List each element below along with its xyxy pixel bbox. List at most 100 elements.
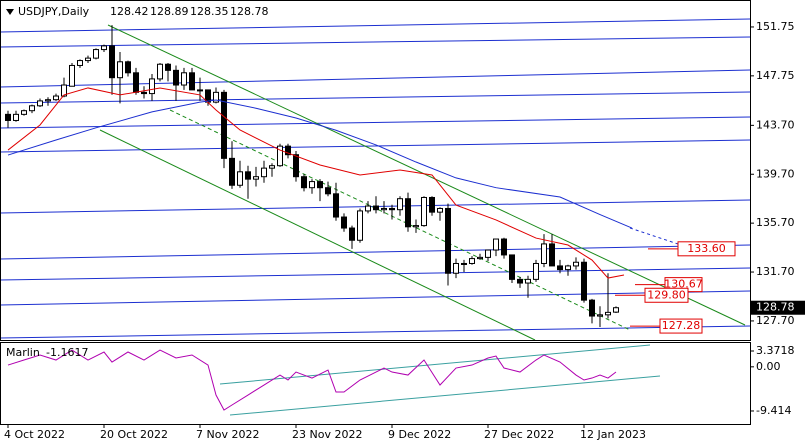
candle-body bbox=[525, 278, 531, 284]
level-label: 130.67 bbox=[664, 278, 703, 291]
candle-body bbox=[509, 254, 515, 280]
candle-body bbox=[413, 225, 419, 228]
candle-body bbox=[333, 193, 339, 218]
candle-body bbox=[613, 307, 619, 313]
oscillator-line bbox=[7, 349, 617, 411]
candle-body bbox=[261, 167, 267, 178]
x-tick-label: 23 Nov 2022 bbox=[292, 428, 362, 441]
y-tick-label: 147.75 bbox=[756, 69, 795, 82]
candle-body bbox=[565, 265, 571, 271]
level-label-box bbox=[644, 287, 689, 303]
chart-title: USDJPY,Daily bbox=[18, 5, 90, 18]
y-tick-label: 3.3718 bbox=[756, 344, 795, 357]
candle-body bbox=[317, 181, 323, 189]
candle-body bbox=[557, 265, 563, 271]
candle-body bbox=[269, 165, 275, 169]
candle-body bbox=[309, 181, 315, 189]
ohlc-open: 128.42 bbox=[110, 5, 149, 18]
candle-body bbox=[501, 238, 507, 256]
candle-body bbox=[293, 154, 299, 178]
candle-body bbox=[197, 89, 203, 92]
ma-projection bbox=[629, 227, 691, 249]
x-tick-label: 4 Oct 2022 bbox=[4, 428, 65, 441]
candle-body bbox=[21, 110, 27, 115]
candle-body bbox=[581, 261, 587, 301]
level-label-box bbox=[677, 241, 736, 257]
y-tick-label: 151.75 bbox=[756, 20, 795, 33]
level-label: 129.80 bbox=[647, 288, 686, 301]
candle-body bbox=[485, 249, 491, 258]
indicator-name: Marlin bbox=[6, 346, 40, 359]
candle-body bbox=[5, 113, 11, 121]
candle-body bbox=[93, 49, 99, 59]
moving-average bbox=[7, 99, 633, 229]
y-tick-label: 139.70 bbox=[756, 167, 795, 180]
candle-body bbox=[125, 61, 131, 74]
indicator-value: -1.1617 bbox=[46, 346, 88, 359]
candle-body bbox=[77, 60, 83, 66]
y-tick-label: 143.70 bbox=[756, 118, 795, 131]
candle-body bbox=[365, 205, 371, 212]
candle-body bbox=[237, 171, 243, 186]
candle-body bbox=[213, 91, 219, 103]
channel-lines bbox=[99, 24, 746, 341]
candle-body bbox=[517, 278, 523, 284]
candle-body bbox=[165, 63, 171, 71]
candle-body bbox=[437, 207, 443, 213]
x-tick-label: 12 Jan 2023 bbox=[580, 428, 646, 441]
current-price: 128.78 bbox=[756, 301, 795, 314]
candle-body bbox=[533, 262, 539, 280]
candle-body bbox=[349, 227, 355, 241]
x-tick-label: 20 Oct 2022 bbox=[100, 428, 168, 441]
candle-body bbox=[405, 198, 411, 228]
candle-body bbox=[277, 145, 283, 167]
candle-body bbox=[61, 84, 67, 97]
candle-body bbox=[421, 196, 427, 227]
candle-body bbox=[109, 45, 115, 79]
menu-triangle bbox=[6, 9, 14, 15]
candle-body bbox=[589, 299, 595, 317]
x-tick-label: 7 Nov 2022 bbox=[196, 428, 259, 441]
ohlc-close: 128.78 bbox=[230, 5, 269, 18]
candle-body bbox=[157, 63, 163, 80]
level-label: 127.28 bbox=[662, 319, 701, 332]
candle-body bbox=[573, 261, 579, 267]
candle-body bbox=[389, 207, 395, 211]
candle-body bbox=[253, 176, 259, 180]
candle-body bbox=[229, 157, 235, 186]
candle-body bbox=[397, 198, 403, 211]
candle-body bbox=[541, 243, 547, 264]
candle-body bbox=[597, 314, 603, 317]
candle-body bbox=[69, 64, 75, 87]
x-tick-label: 27 Dec 2022 bbox=[484, 428, 554, 441]
candle-body bbox=[173, 69, 179, 86]
ohlc-low: 128.35 bbox=[190, 5, 229, 18]
level-label-box bbox=[659, 318, 703, 334]
candle-body bbox=[453, 262, 459, 274]
candle-body bbox=[605, 311, 611, 316]
candle-body bbox=[373, 205, 379, 211]
candle-body bbox=[381, 207, 387, 211]
level-label: 133.60 bbox=[687, 242, 726, 255]
candle-body bbox=[101, 45, 107, 51]
candle-body bbox=[341, 216, 347, 229]
candle-body bbox=[181, 72, 187, 86]
candle-body bbox=[493, 238, 499, 251]
candle-body bbox=[461, 262, 467, 265]
candle-body bbox=[549, 243, 555, 267]
candle-body bbox=[29, 105, 35, 112]
candle-body bbox=[149, 78, 155, 95]
y-tick-label: 127.70 bbox=[756, 314, 795, 327]
candle-body bbox=[285, 145, 291, 156]
y-tick-label: -9.414 bbox=[756, 404, 791, 417]
candle-body bbox=[141, 91, 147, 95]
candle-body bbox=[45, 99, 51, 102]
current-price-box bbox=[750, 300, 805, 315]
candle-body bbox=[325, 187, 331, 195]
candle-body bbox=[85, 57, 91, 62]
candle-body bbox=[133, 72, 139, 93]
oscillator-pane-frame bbox=[0, 342, 751, 425]
candle-body bbox=[37, 100, 43, 107]
candle-body bbox=[221, 91, 227, 159]
